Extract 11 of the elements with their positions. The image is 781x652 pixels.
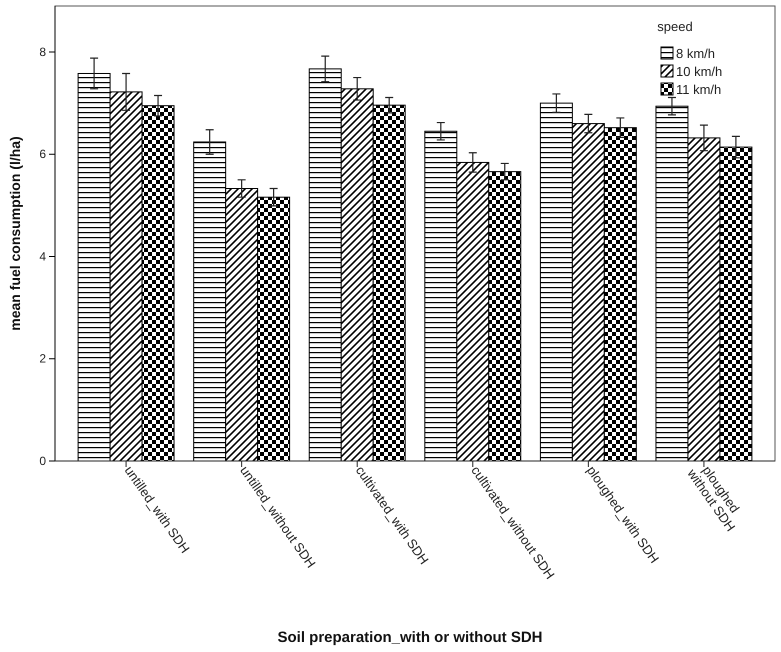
legend-title: speed [657,19,693,34]
legend-label: 8 km/h [676,46,716,61]
legend-label: 11 km/h [676,82,722,97]
y-tick-label: 8 [39,44,46,59]
legend-label: 10 km/h [676,64,722,79]
y-axis-title: mean fuel consumption (l/ha) [7,136,23,331]
y-tick-label: 4 [39,249,46,264]
y-tick-label: 0 [39,454,46,468]
y-tick-label: 2 [39,352,46,366]
x-axis-title: Soil preparation_with or without SDH [277,629,543,646]
y-tick-label: 6 [39,147,46,162]
